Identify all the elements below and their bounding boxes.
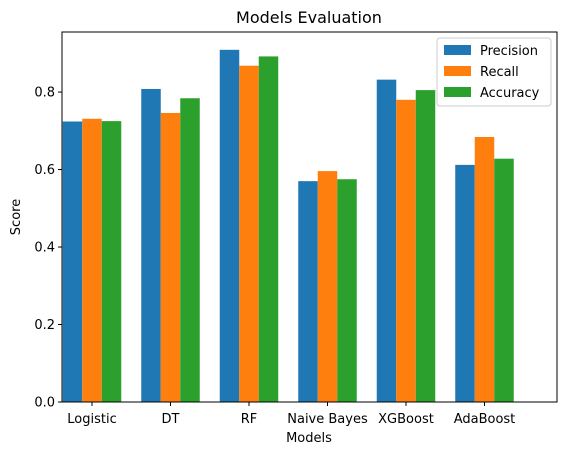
bar-precision-rf bbox=[219, 49, 240, 402]
chart-title: Models Evaluation bbox=[236, 8, 382, 27]
y-tick-label: 0.8 bbox=[34, 86, 55, 101]
x-tick-label: RF bbox=[241, 412, 258, 427]
x-axis: Logistic DT RF Naive Bayes XGBoost AdaBoost bbox=[67, 402, 515, 427]
y-tick-label: 0.4 bbox=[34, 241, 55, 256]
bar-accuracy-logistic bbox=[101, 121, 122, 403]
bar-recall-dt bbox=[160, 112, 181, 402]
bar-recall-xgboost bbox=[396, 99, 416, 403]
legend-label-accuracy: Accuracy bbox=[480, 86, 540, 101]
x-tick-label: Naive Bayes bbox=[287, 412, 368, 427]
legend-swatch-precision bbox=[444, 45, 471, 55]
bar-precision-xgboost bbox=[376, 79, 397, 403]
legend: Precision Recall Accuracy bbox=[436, 37, 552, 107]
bar-precision-logistic bbox=[62, 121, 83, 402]
x-tick-label: XGBoost bbox=[378, 412, 434, 427]
bar-recall-rf bbox=[239, 65, 259, 403]
legend-swatch-recall bbox=[444, 66, 471, 76]
bar-accuracy-rf bbox=[258, 56, 279, 402]
bar-precision-naive-bayes bbox=[298, 181, 318, 402]
bar-accuracy-xgboost bbox=[415, 90, 436, 403]
legend-label-recall: Recall bbox=[480, 65, 519, 80]
x-tick-label: DT bbox=[162, 412, 180, 427]
bar-recall-naive-bayes bbox=[317, 171, 338, 402]
bar-precision-adaboost bbox=[455, 164, 475, 402]
y-axis: 0.0 0.2 0.4 0.6 0.8 bbox=[34, 86, 62, 411]
y-axis-label: Score bbox=[9, 199, 24, 235]
bar-accuracy-dt bbox=[180, 98, 200, 402]
legend-swatch-accuracy bbox=[444, 87, 471, 97]
x-tick-label: Logistic bbox=[67, 412, 116, 427]
bar-accuracy-adaboost bbox=[494, 158, 514, 402]
y-tick-label: 0.0 bbox=[34, 396, 55, 411]
y-tick-label: 0.6 bbox=[34, 163, 55, 178]
bar-precision-dt bbox=[141, 88, 161, 402]
x-tick-label: AdaBoost bbox=[454, 412, 516, 427]
bar-accuracy-naive-bayes bbox=[337, 179, 357, 402]
bars-group bbox=[62, 49, 514, 403]
x-axis-label: Models bbox=[286, 431, 332, 446]
plot-frame bbox=[61, 31, 558, 403]
y-tick-label: 0.2 bbox=[34, 318, 55, 333]
bar-recall-adaboost bbox=[474, 136, 495, 403]
bar-recall-logistic bbox=[82, 118, 102, 402]
legend-label-precision: Precision bbox=[480, 44, 538, 59]
